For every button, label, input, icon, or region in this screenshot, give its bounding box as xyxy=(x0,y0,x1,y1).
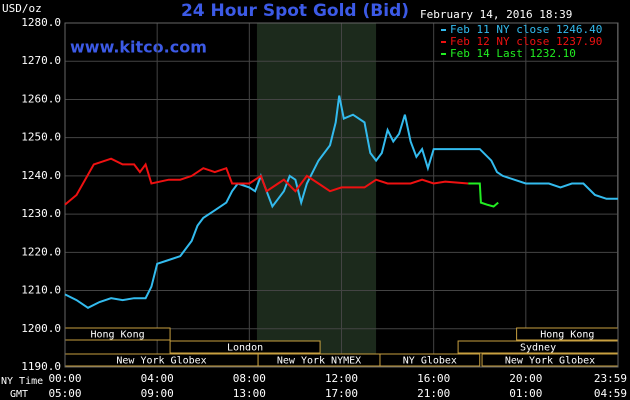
price-line xyxy=(64,157,469,206)
y-tick-label: 1280.0 xyxy=(21,16,61,29)
session-label: NY Globex xyxy=(403,356,457,367)
session-label: London xyxy=(227,343,263,354)
x-tick-label: 16:00 xyxy=(417,372,450,385)
session-label: New York Globex xyxy=(116,356,206,367)
watermark: www.kitco.com xyxy=(70,38,207,57)
plot-border xyxy=(64,22,619,368)
price-line xyxy=(468,182,499,208)
legend-swatch xyxy=(441,53,446,55)
timestamp: February 14, 2016 18:39 xyxy=(420,8,572,21)
session-bar xyxy=(379,353,481,367)
gmt-tick-label: 21:00 xyxy=(417,387,450,400)
y-tick-label: 1250.0 xyxy=(21,131,61,144)
y-tick-label: 1260.0 xyxy=(21,92,61,105)
y-tick-label: 1210.0 xyxy=(21,284,61,297)
session-label: New York Globex xyxy=(505,356,595,367)
x-tick-label: 04:00 xyxy=(141,372,174,385)
y-tick-label: 1190.0 xyxy=(21,360,61,373)
legend-swatch xyxy=(441,41,446,43)
x-tick-label: 00:00 xyxy=(48,372,81,385)
y-axis-label: USD/oz xyxy=(2,2,42,15)
gmt-tick-label: 09:00 xyxy=(141,387,174,400)
chart-title: 24 Hour Spot Gold (Bid) xyxy=(181,1,409,21)
gmt-tick-label: 04:59 xyxy=(594,387,627,400)
x-row-label: GMT xyxy=(10,389,28,400)
session-label: Hong Kong xyxy=(90,330,144,341)
gmt-tick-label: 05:00 xyxy=(48,387,81,400)
x-tick-label: 12:00 xyxy=(325,372,358,385)
y-tick-label: 1220.0 xyxy=(21,245,61,258)
session-shade xyxy=(256,23,377,367)
x-tick-label: 20:00 xyxy=(509,372,542,385)
x-row-label: NY Time xyxy=(1,376,43,387)
gmt-tick-label: 17:00 xyxy=(325,387,358,400)
session-label: New York NYMEX xyxy=(277,356,361,367)
y-tick-label: 1240.0 xyxy=(21,169,61,182)
legend-label: Feb 11 NY close 1246.40 xyxy=(450,23,602,36)
y-tick-label: 1200.0 xyxy=(21,322,61,335)
gmt-tick-label: 13:00 xyxy=(233,387,266,400)
session-label: Hong Kong xyxy=(540,330,594,341)
legend-swatch xyxy=(441,29,446,31)
session-label: Sydney xyxy=(520,343,556,354)
legend-label: Feb 12 NY close 1237.90 xyxy=(450,35,602,48)
y-tick-label: 1230.0 xyxy=(21,207,61,220)
legend-label: Feb 14 Last 1232.10 xyxy=(450,47,576,60)
x-tick-label: 23:59 xyxy=(594,372,627,385)
price-line xyxy=(64,95,618,309)
x-tick-label: 08:00 xyxy=(233,372,266,385)
gmt-tick-label: 01:00 xyxy=(509,387,542,400)
y-tick-label: 1270.0 xyxy=(21,54,61,67)
session-bar xyxy=(169,340,321,354)
